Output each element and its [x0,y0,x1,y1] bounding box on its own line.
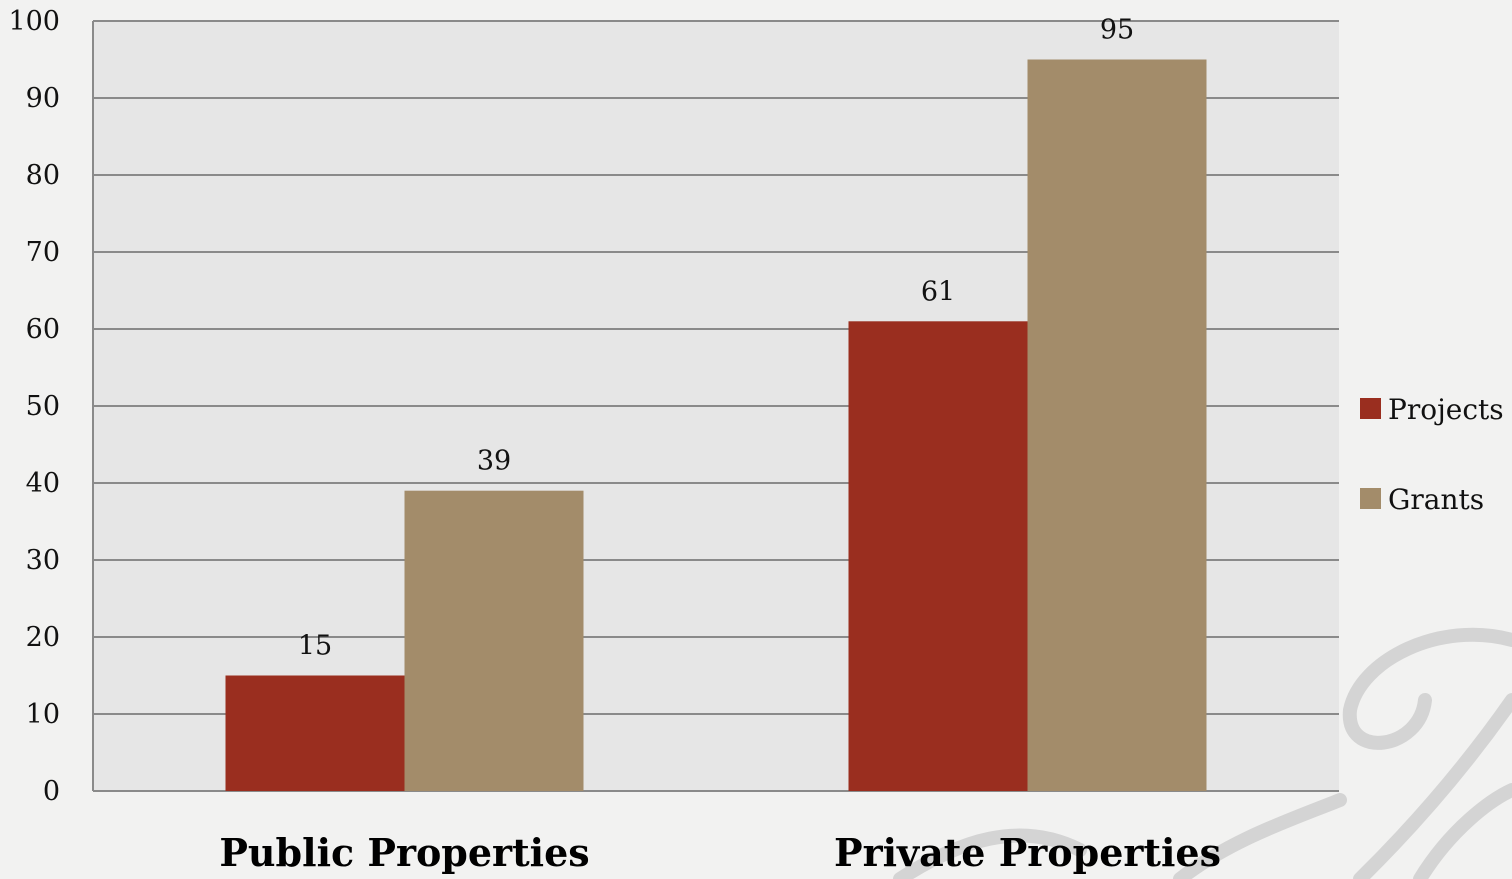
decorative-flourish [893,627,1512,879]
y-tick-label: 0 [43,776,60,807]
legend: Projects Grants [1360,393,1504,516]
legend-swatch [1360,398,1381,419]
data-label: 95 [1100,15,1134,46]
bar-projects-0 [225,675,405,791]
data-label: 15 [298,631,332,662]
legend-label: Projects [1388,393,1504,426]
x-axis: Public Properties Private Properties [219,830,1221,875]
bar-grants-1 [1027,59,1207,791]
y-tick-label: 30 [26,545,60,576]
legend-label: Grants [1388,483,1484,516]
y-tick-label: 10 [26,699,60,730]
data-labels: 15 39 61 95 [298,15,1134,662]
data-label: 39 [477,446,511,477]
data-label: 61 [921,276,955,307]
y-tick-label: 90 [26,83,60,114]
y-tick-label: 50 [26,391,60,422]
y-tick-label: 100 [8,6,60,37]
legend-swatch [1360,488,1381,509]
x-tick-label: Private Properties [834,830,1221,875]
bars [225,59,1207,791]
x-tick-label: Public Properties [219,830,589,875]
bar-projects-1 [848,321,1028,791]
y-tick-label: 70 [26,237,60,268]
bar-grants-0 [404,490,584,791]
y-tick-label: 60 [26,314,60,345]
y-tick-label: 80 [26,160,60,191]
y-axis: 0 10 20 30 40 50 60 70 80 90 100 [8,6,60,807]
y-tick-label: 20 [26,622,60,653]
y-tick-label: 40 [26,468,60,499]
